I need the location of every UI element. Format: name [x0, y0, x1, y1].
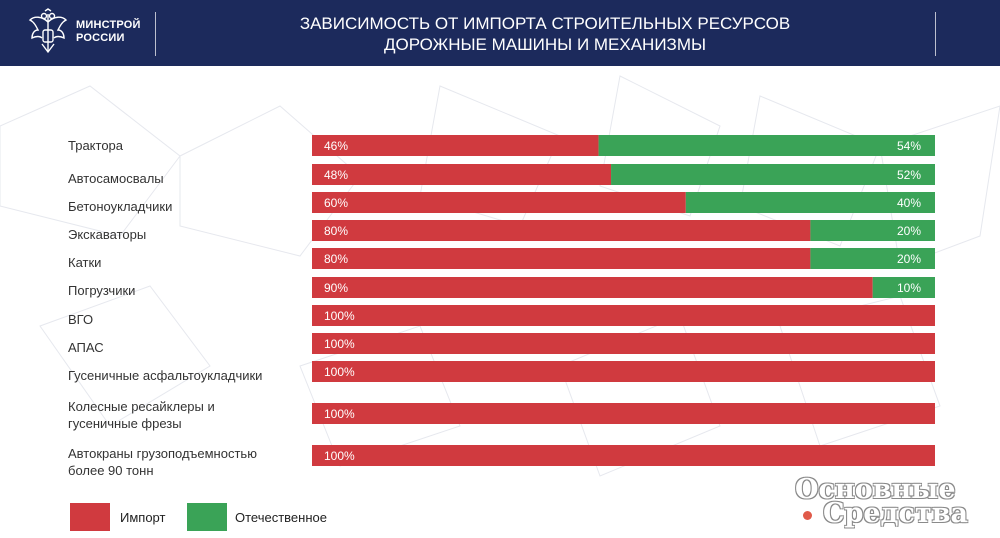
category-label: Автосамосвалы: [68, 171, 164, 186]
category-label: АПАС: [68, 340, 104, 355]
category-label: Экскаваторы: [68, 227, 147, 242]
eagle-emblem-icon: [28, 8, 68, 54]
category-label: Гусеничные асфальтоукладчики: [68, 368, 263, 383]
value-label-domestic: 20%: [897, 224, 921, 238]
value-label-domestic: 10%: [897, 281, 921, 295]
page-title: ЗАВИСИМОСТЬ ОТ ИМПОРТА СТРОИТЕЛЬНЫХ РЕСУ…: [160, 13, 930, 55]
bar-import: [312, 277, 873, 298]
category-label: Погрузчики: [68, 283, 136, 298]
ministry-logo-text: МИНСТРОЙ РОССИИ: [76, 19, 141, 45]
header-divider-left: [155, 12, 156, 56]
bar-import: [312, 333, 935, 354]
header-divider-right: [935, 12, 936, 56]
watermark-line-1: Основные: [795, 474, 956, 505]
title-line-2: ДОРОЖНЫЕ МАШИНЫ И МЕХАНИЗМЫ: [383, 35, 707, 54]
value-label-domestic: 52%: [897, 168, 921, 182]
bar-domestic: [598, 135, 935, 156]
header-bar: МИНСТРОЙ РОССИИ ЗАВИСИМОСТЬ ОТ ИМПОРТА С…: [0, 0, 1000, 66]
watermark-dot-icon: [803, 511, 812, 520]
bar-import: [312, 164, 612, 185]
bar-domestic: [810, 220, 935, 241]
category-label: Бетоноукладчики: [68, 199, 173, 214]
bar-domestic: [810, 248, 935, 269]
value-label-import: 100%: [324, 449, 355, 463]
category-label: ВГО: [68, 312, 94, 327]
value-label-import: 100%: [324, 407, 355, 421]
value-label-import: 60%: [324, 196, 348, 210]
value-label-import: 100%: [324, 365, 355, 379]
bar-import: [312, 305, 935, 326]
value-label-import: 48%: [324, 168, 348, 182]
value-label-import: 100%: [324, 309, 355, 323]
value-label-domestic: 40%: [897, 196, 921, 210]
bar-import: [312, 192, 686, 213]
title-line-1: ЗАВИСИМОСТЬ ОТ ИМПОРТА СТРОИТЕЛЬНЫХ РЕСУ…: [299, 14, 791, 33]
legend-swatch-import: [70, 503, 110, 531]
value-label-domestic: 20%: [897, 252, 921, 266]
value-label-import: 100%: [324, 337, 355, 351]
value-label-import: 90%: [324, 281, 348, 295]
logo-line-2: РОССИИ: [76, 32, 125, 44]
watermark-logo: Основные Средства: [795, 474, 995, 534]
bar-import: [312, 135, 599, 156]
value-label-domestic: 54%: [897, 139, 921, 153]
bar-import: [312, 403, 935, 424]
legend-label-domestic: Отечественное: [235, 510, 327, 525]
bar-import: [312, 248, 811, 269]
category-label: Трактора: [68, 138, 124, 153]
value-label-import: 80%: [324, 252, 348, 266]
value-label-import: 46%: [324, 139, 348, 153]
watermark-line-2: Средства: [823, 498, 968, 529]
category-label: Автокраны грузоподъемностью более 90 тон…: [68, 446, 257, 478]
legend-swatch-domestic: [187, 503, 227, 531]
value-label-import: 80%: [324, 224, 348, 238]
bar-domestic: [872, 277, 935, 298]
bar-import: [312, 361, 935, 382]
bar-domestic: [685, 192, 935, 213]
category-label: Колесные ресайклеры и гусеничные фрезы: [68, 399, 215, 431]
category-label: Катки: [68, 255, 102, 270]
logo-line-1: МИНСТРОЙ: [76, 19, 141, 31]
bar-domestic: [611, 164, 935, 185]
bar-import: [312, 445, 935, 466]
legend-label-import: Импорт: [120, 510, 166, 525]
bar-import: [312, 220, 811, 241]
